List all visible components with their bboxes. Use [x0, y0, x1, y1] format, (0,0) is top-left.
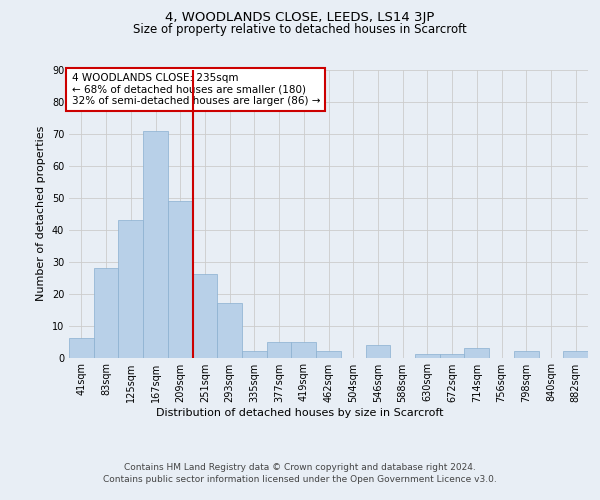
Bar: [242, 351, 267, 358]
Bar: [217, 303, 242, 358]
Bar: [193, 274, 217, 357]
Bar: [267, 342, 292, 357]
Bar: [118, 220, 143, 358]
Y-axis label: Number of detached properties: Number of detached properties: [36, 126, 46, 302]
Bar: [415, 354, 440, 358]
Bar: [143, 130, 168, 358]
Bar: [365, 344, 390, 358]
Text: Size of property relative to detached houses in Scarcroft: Size of property relative to detached ho…: [133, 22, 467, 36]
Text: Contains HM Land Registry data © Crown copyright and database right 2024.: Contains HM Land Registry data © Crown c…: [124, 463, 476, 472]
Bar: [69, 338, 94, 357]
Text: Contains public sector information licensed under the Open Government Licence v3: Contains public sector information licen…: [103, 476, 497, 484]
Bar: [292, 342, 316, 357]
Bar: [464, 348, 489, 358]
Text: 4, WOODLANDS CLOSE, LEEDS, LS14 3JP: 4, WOODLANDS CLOSE, LEEDS, LS14 3JP: [166, 11, 434, 24]
Bar: [440, 354, 464, 358]
Bar: [563, 351, 588, 358]
Bar: [514, 351, 539, 358]
Text: Distribution of detached houses by size in Scarcroft: Distribution of detached houses by size …: [156, 408, 444, 418]
Text: 4 WOODLANDS CLOSE: 235sqm
← 68% of detached houses are smaller (180)
32% of semi: 4 WOODLANDS CLOSE: 235sqm ← 68% of detac…: [71, 73, 320, 106]
Bar: [168, 201, 193, 358]
Bar: [316, 351, 341, 358]
Bar: [94, 268, 118, 358]
